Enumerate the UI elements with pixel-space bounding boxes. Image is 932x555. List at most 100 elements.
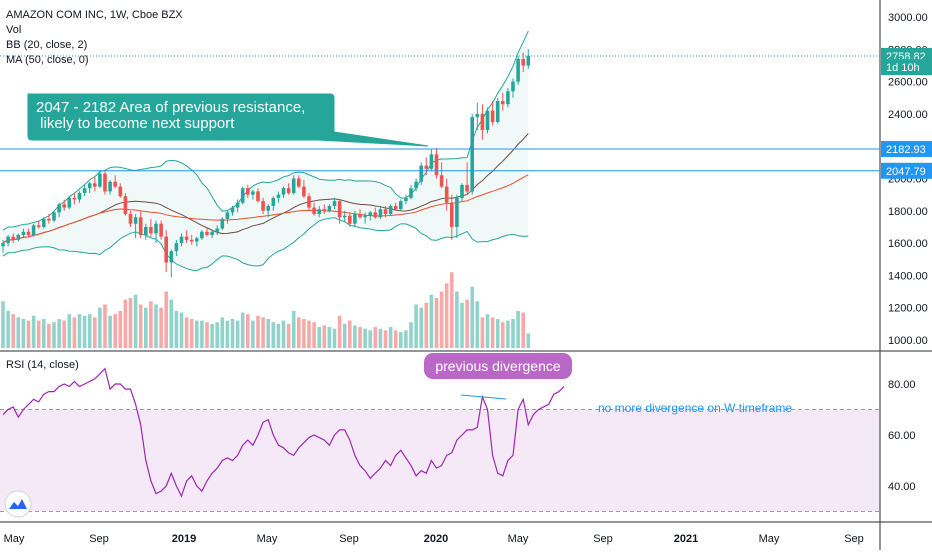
candle-body: [215, 228, 219, 232]
volume-bar: [429, 294, 434, 348]
candle-body: [149, 226, 153, 234]
candle-body: [460, 184, 464, 198]
volume-bar: [358, 327, 362, 348]
volume-bar: [93, 317, 97, 348]
price-tick: 1800.00: [888, 206, 928, 218]
candle-body: [378, 209, 383, 218]
candle-body: [342, 215, 347, 218]
volume-bar: [414, 304, 418, 348]
volume-bar: [240, 312, 245, 348]
candle-body: [373, 212, 378, 218]
volume-bar: [189, 319, 194, 348]
candle-body: [118, 186, 123, 197]
volume-bar: [67, 314, 72, 348]
candle-body: [368, 212, 372, 216]
candle-body: [271, 197, 276, 206]
candle-body: [424, 165, 429, 169]
volume-bar: [460, 302, 464, 348]
volume-bar: [210, 323, 214, 348]
volume-bar: [302, 319, 306, 348]
volume-bar: [501, 322, 505, 348]
volume-bar: [123, 299, 128, 348]
rsi-tick: 80.00: [888, 379, 916, 391]
volume-bar: [434, 298, 439, 348]
moving-average-50: [2, 174, 529, 244]
volume-bar: [388, 327, 393, 348]
volume-bar: [399, 331, 403, 348]
candle-body: [57, 204, 61, 213]
candle-body: [281, 188, 286, 195]
time-tick: May: [508, 533, 529, 545]
volume-bar: [144, 307, 148, 348]
volume-bar: [57, 319, 61, 348]
candle-body: [210, 231, 214, 236]
candle-body: [103, 173, 107, 192]
candle-body: [11, 236, 15, 240]
candle-body: [128, 214, 133, 224]
candle-body: [475, 113, 480, 118]
volume-bar: [378, 328, 383, 348]
candle-body: [179, 236, 184, 244]
candle-body: [235, 202, 240, 208]
candle-body: [455, 197, 459, 227]
volume-bar: [128, 298, 133, 348]
volume-bar: [495, 319, 500, 348]
divergence-line: [460, 394, 507, 400]
volume-bar: [506, 320, 510, 348]
candle-body: [98, 173, 102, 187]
volume-bar: [52, 322, 56, 348]
time-tick: Sep: [844, 533, 864, 545]
candle-body: [470, 117, 474, 192]
price-tick: 2600.00: [888, 77, 928, 89]
volume-bar: [133, 294, 138, 348]
time-tick: May: [4, 533, 25, 545]
volume-bar: [465, 299, 469, 348]
candle-body: [36, 225, 41, 227]
volume-bar: [154, 304, 158, 348]
candle-body: [82, 188, 87, 194]
candle-body: [526, 55, 531, 66]
candle-body: [169, 251, 174, 263]
vol-legend: Vol: [6, 24, 21, 36]
candle-body: [154, 223, 158, 234]
price-tag-label: 1d 10h: [886, 62, 920, 74]
rsi-band: [0, 409, 880, 512]
volume-bar: [31, 315, 36, 348]
volume-bar: [480, 317, 485, 348]
time-tick: 2019: [172, 533, 196, 545]
volume-bar: [363, 328, 367, 348]
candle-body: [363, 215, 367, 218]
candle-body: [419, 165, 423, 182]
time-tick: Sep: [339, 533, 359, 545]
candle-body: [307, 196, 311, 208]
volume-bar: [297, 317, 301, 348]
volume-bar: [266, 319, 270, 348]
volume-bar: [42, 319, 46, 348]
candle-body: [337, 201, 342, 218]
price-tick: 1000.00: [888, 335, 928, 347]
candle-body: [87, 183, 92, 189]
price-tick: 1400.00: [888, 270, 928, 282]
volume-bar: [159, 307, 163, 348]
candle-body: [480, 113, 485, 131]
candle-body: [465, 184, 469, 192]
candle-body: [6, 236, 10, 244]
candle-body: [189, 239, 194, 242]
time-tick: May: [257, 533, 278, 545]
candle-body: [26, 231, 31, 236]
candle-body: [439, 175, 444, 187]
candle-body: [348, 215, 352, 224]
candle-body: [399, 201, 403, 210]
candle-body: [393, 205, 398, 210]
candle-body: [276, 194, 281, 198]
volume-bar: [450, 272, 454, 348]
volume-bar: [169, 299, 174, 348]
candle-body: [144, 226, 148, 236]
volume-bar: [485, 314, 490, 348]
volume-bar: [276, 323, 281, 348]
volume-bar: [444, 283, 449, 348]
volume-bar: [526, 333, 531, 348]
volume-bar: [6, 310, 10, 348]
